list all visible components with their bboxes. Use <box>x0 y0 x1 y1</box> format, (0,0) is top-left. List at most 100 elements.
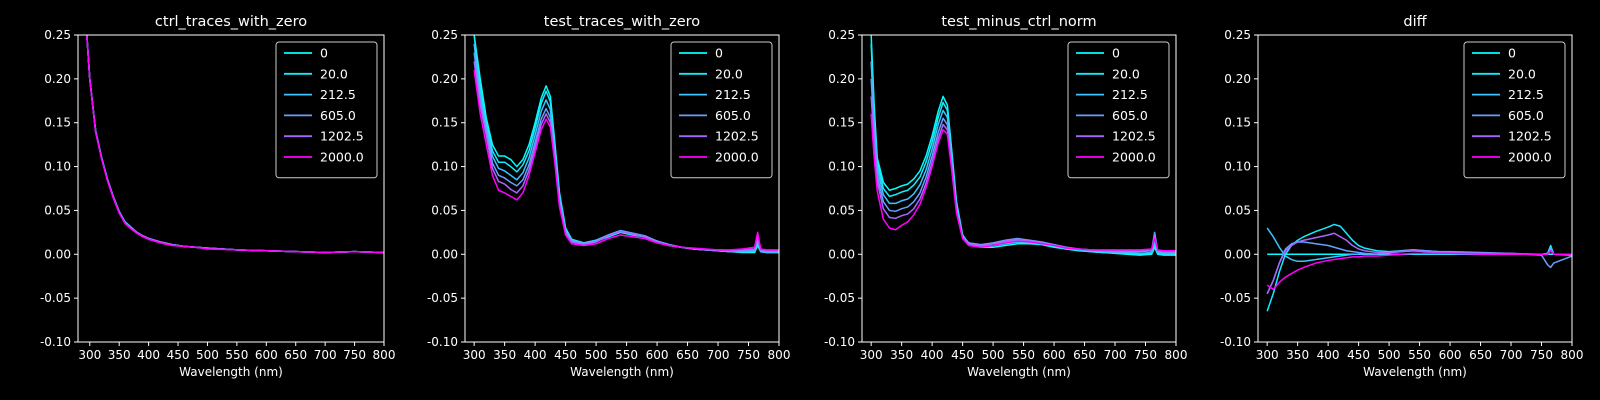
x-tick-label: 800 <box>1561 348 1584 362</box>
chart-title: test_minus_ctrl_norm <box>941 14 1096 30</box>
legend-label: 2000.0 <box>320 150 364 165</box>
x-tick-label: 300 <box>463 348 486 362</box>
series-line-1202.5 <box>870 96 1176 253</box>
x-tick-label: 450 <box>167 348 190 362</box>
x-tick-label: 700 <box>707 348 730 362</box>
y-tick-label: 0.10 <box>1224 160 1251 174</box>
y-tick-label: 0.20 <box>431 72 458 86</box>
legend-label: 20.0 <box>715 66 743 81</box>
y-tick-label: 0.10 <box>828 160 855 174</box>
x-tick-label: 450 <box>1347 348 1370 362</box>
x-tick-label: 500 <box>982 348 1005 362</box>
y-tick-label: 0.15 <box>828 116 855 130</box>
axes-frame <box>77 34 385 343</box>
legend-label: 1202.5 <box>715 129 759 144</box>
y-tick-label: 0.20 <box>44 72 71 86</box>
legend-box <box>1463 41 1566 179</box>
x-tick-label: 500 <box>1378 348 1401 362</box>
x-tick-label: 700 <box>1104 348 1127 362</box>
x-tick-label: 300 <box>1256 348 1279 362</box>
x-tick-label: 400 <box>137 348 160 362</box>
legend-label: 212.5 <box>1112 87 1148 102</box>
legend: 0 20.0 212.5 605.0 1202.5 2000.0 <box>275 41 378 179</box>
legend-label: 0 <box>715 46 723 61</box>
legend: 0 20.0 212.5 605.0 1202.5 2000.0 <box>1463 41 1566 179</box>
x-axis-label: Wavelength (nm) <box>967 365 1071 379</box>
x-axis-label: Wavelength (nm) <box>179 365 283 379</box>
y-tick-label: 0.20 <box>1224 72 1251 86</box>
chart-title: diff <box>1403 14 1427 30</box>
y-tick-label: -0.05 <box>824 291 855 305</box>
legend-label: 20.0 <box>1508 66 1536 81</box>
y-tick-label: 0.25 <box>1224 28 1251 42</box>
x-tick-label: 600 <box>1043 348 1066 362</box>
axes-frame <box>1257 34 1573 343</box>
x-tick-label: 800 <box>1165 348 1188 362</box>
y-tick-label: 0.00 <box>1224 247 1251 261</box>
chart-title: test_traces_with_zero <box>544 14 701 30</box>
x-tick-label: 650 <box>1073 348 1096 362</box>
x-tick-label: 350 <box>1286 348 1309 362</box>
series-line-20.0 <box>1266 223 1572 312</box>
y-tick-label: 0.25 <box>828 28 855 42</box>
series-line-1202.5 <box>473 61 779 252</box>
x-tick-label: 550 <box>615 348 638 362</box>
y-tick-label: 0.05 <box>828 203 855 217</box>
legend-label: 1202.5 <box>320 129 364 144</box>
x-tick-label: 350 <box>890 348 913 362</box>
x-tick-label: 600 <box>646 348 669 362</box>
x-tick-label: 300 <box>78 348 101 362</box>
y-tick-label: -0.10 <box>824 335 855 349</box>
legend-label: 2000.0 <box>1508 150 1552 165</box>
x-tick-label: 500 <box>585 348 608 362</box>
y-tick-label: 0.00 <box>431 247 458 261</box>
series-line-2000.0 <box>1266 250 1572 291</box>
chart-panel-2: 300 350 400 450 500 550 600 650 700 750 800 -0.10 -0… <box>427 14 791 379</box>
legend-box <box>275 41 378 179</box>
y-tick-label: 0.00 <box>44 247 71 261</box>
legend-label: 2000.0 <box>1112 150 1156 165</box>
series-group <box>870 35 1176 256</box>
legend-label: 605.0 <box>320 108 356 123</box>
legend-label: 212.5 <box>715 87 751 102</box>
legend-label: 1202.5 <box>1112 129 1156 144</box>
x-tick-label: 400 <box>1317 348 1340 362</box>
x-tick-label: 800 <box>373 348 396 362</box>
legend-box <box>670 41 773 179</box>
x-tick-label: 400 <box>524 348 547 362</box>
y-tick-label: 0.15 <box>44 116 71 130</box>
axes-frame <box>861 34 1177 343</box>
y-tick-label: 0.05 <box>431 203 458 217</box>
x-tick-label: 700 <box>314 348 337 362</box>
y-tick-label: -0.05 <box>427 291 458 305</box>
x-tick-label: 400 <box>921 348 944 362</box>
x-tick-label: 550 <box>1012 348 1035 362</box>
x-tick-label: 750 <box>343 348 366 362</box>
x-tick-label: 800 <box>768 348 791 362</box>
x-tick-label: 450 <box>554 348 577 362</box>
legend-label: 0 <box>1112 46 1120 61</box>
legend-label: 20.0 <box>1112 66 1140 81</box>
y-tick-label: 0.20 <box>828 72 855 86</box>
y-tick-label: 0.00 <box>828 247 855 261</box>
legend-label: 20.0 <box>320 66 348 81</box>
series-group <box>86 35 384 254</box>
legend-label: 0 <box>1508 46 1516 61</box>
x-tick-label: 650 <box>1469 348 1492 362</box>
x-tick-label: 600 <box>1439 348 1462 362</box>
x-tick-label: 500 <box>196 348 219 362</box>
series-group <box>1266 223 1572 312</box>
x-tick-label: 550 <box>225 348 248 362</box>
series-group <box>473 35 779 254</box>
series-line-605.0 <box>473 52 779 253</box>
series-line-2000.0 <box>473 69 779 251</box>
series-line-2000.0 <box>870 113 1176 252</box>
series-line-605.0 <box>1266 241 1572 295</box>
chart-panel-4: 300 350 400 450 500 550 600 650 700 750 800 -0.10 -0… <box>1220 14 1584 379</box>
x-tick-label: 750 <box>737 348 760 362</box>
legend-label: 1202.5 <box>1508 129 1552 144</box>
chart-title: ctrl_traces_with_zero <box>155 14 307 30</box>
y-tick-label: -0.10 <box>427 335 458 349</box>
x-tick-label: 550 <box>1408 348 1431 362</box>
